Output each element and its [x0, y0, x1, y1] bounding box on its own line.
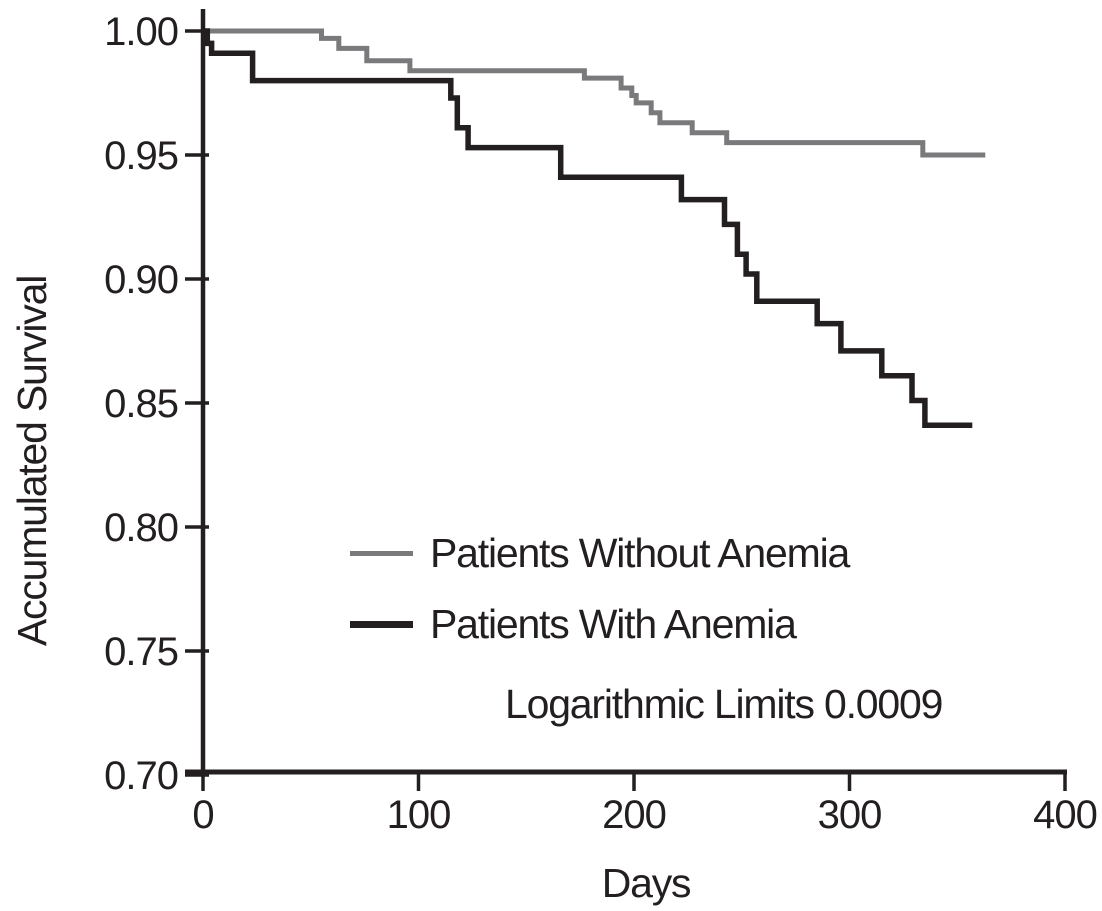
- legend-label-with-anemia: Patients With Anemia: [430, 600, 797, 647]
- x-tick-label: 300: [818, 793, 882, 837]
- without-anemia-line-swatch: [350, 550, 413, 556]
- series-curve-patients-with-anemia: [203, 28, 973, 429]
- y-tick-label: 1.00: [104, 10, 178, 54]
- y-tick-label: 0.80: [104, 506, 178, 550]
- x-tick-label: 0: [192, 793, 213, 837]
- x-tick-label: 200: [602, 793, 666, 837]
- x-tick-label: 400: [1033, 793, 1097, 837]
- y-axis-title: Accumulated Survival: [9, 275, 55, 647]
- y-tick-label: 0.95: [104, 134, 178, 178]
- legend-label-without-anemia: Patients Without Anemia: [430, 529, 850, 576]
- with-anemia-line-swatch: [350, 620, 413, 628]
- x-tick-label: 100: [387, 793, 451, 837]
- series-curve-patients-without-anemia: [203, 28, 986, 158]
- y-tick-label: 0.90: [104, 258, 178, 302]
- log-rank-annotation: Logarithmic Limits 0.0009: [505, 681, 943, 727]
- y-tick-label: 0.75: [104, 630, 178, 674]
- x-axis-title: Days: [601, 860, 692, 906]
- legend-item-without-anemia: Patients Without Anemia: [350, 529, 850, 576]
- y-tick-label: 0.85: [104, 382, 178, 426]
- legend-item-with-anemia: Patients With Anemia: [350, 600, 797, 647]
- y-tick-label: 0.70: [104, 754, 178, 798]
